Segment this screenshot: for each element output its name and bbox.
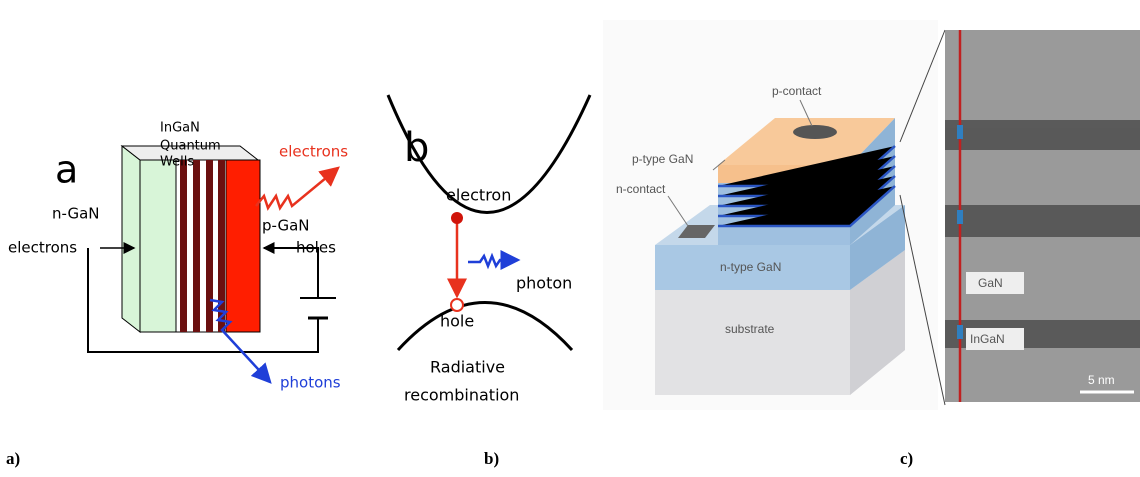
caption: c) <box>900 449 913 468</box>
photons-label: photons <box>280 374 341 392</box>
n-type-label: n-type GaN <box>720 260 781 274</box>
electrons-label: electrons <box>279 143 348 161</box>
scale-label: 5 nm <box>1088 373 1115 387</box>
panel-letter: a <box>55 148 78 192</box>
valence-band <box>398 303 572 351</box>
p-gan-label: p-GaN <box>262 217 310 235</box>
p-gan-layer <box>226 160 260 332</box>
figure: a InGaN Quantum Wells electrons n-GaN p-… <box>0 0 1140 473</box>
electron-label: electron <box>446 186 511 205</box>
p-contact-label: p-contact <box>772 84 822 98</box>
gan-label: GaN <box>978 276 1003 290</box>
hole-dot <box>451 299 463 311</box>
panel-b: b electron photon hole Radiative recombi… <box>388 95 590 468</box>
panel-letter: b <box>404 125 429 171</box>
process-label: recombination <box>404 386 519 405</box>
substrate-label: substrate <box>725 322 775 336</box>
n-contact-label: n-contact <box>616 182 666 196</box>
process-label: Radiative <box>430 358 505 377</box>
electron-dot <box>451 212 463 224</box>
photon-label: photon <box>516 274 572 293</box>
wells-label: Quantum <box>160 139 221 154</box>
p-type-label: p-type GaN <box>632 152 693 166</box>
panel-c: p-contact p-type GaN n-contact n-type Ga… <box>603 20 1140 468</box>
ingan-label: InGaN <box>970 332 1005 346</box>
hole-label: hole <box>440 312 474 331</box>
wells-label: Wells <box>160 155 194 170</box>
caption: a) <box>6 449 20 468</box>
device-side <box>122 146 140 332</box>
n-gan-label: n-GaN <box>52 205 100 223</box>
wells-label: InGaN <box>160 121 200 136</box>
n-gan-layer <box>140 160 176 332</box>
photon-wave <box>468 256 518 266</box>
panel-a: a InGaN Quantum Wells electrons n-GaN p-… <box>6 121 348 468</box>
electron-emission <box>256 168 338 208</box>
holes-label: holes <box>296 239 336 257</box>
caption: b) <box>484 449 499 468</box>
electrons-label: electrons <box>8 239 77 257</box>
p-contact-pad <box>793 125 837 139</box>
